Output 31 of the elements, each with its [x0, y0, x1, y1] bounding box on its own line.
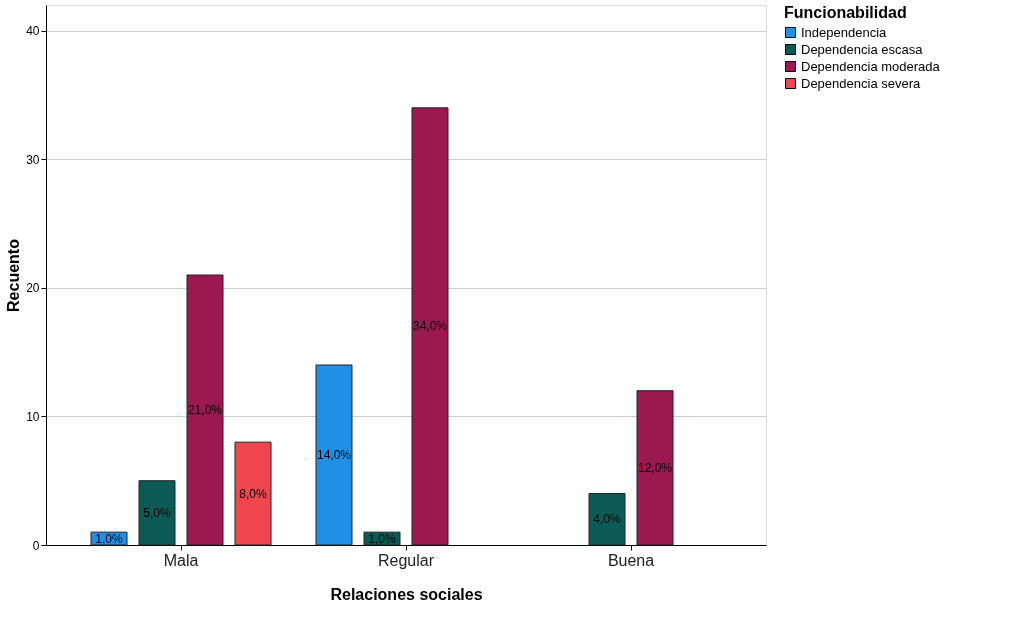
data-label: 1,0%	[95, 531, 123, 546]
bar	[234, 441, 272, 546]
y-tick-label: 40	[26, 24, 40, 39]
data-label: 4,0%	[593, 512, 621, 527]
bar	[636, 390, 674, 546]
bar	[315, 364, 353, 546]
y-tick-label: 10	[26, 409, 40, 424]
y-tick-label: 30	[26, 152, 40, 167]
legend-label: Dependencia moderada	[801, 58, 941, 74]
data-label: 14,0%	[316, 448, 352, 462]
data-label: 12,0%	[637, 460, 673, 475]
y-tick-label: 20	[26, 281, 40, 296]
bar	[588, 493, 626, 546]
data-label: 21,0%	[187, 403, 223, 417]
x-tick-label: Buena	[607, 551, 655, 569]
data-label: 34,0%	[412, 319, 448, 334]
x-tick-label: Regular	[377, 551, 435, 569]
bar	[138, 480, 176, 546]
data-label: 1,0%	[368, 531, 396, 546]
data-label: 8,0%	[239, 486, 267, 501]
data-label: 5,0%	[143, 505, 171, 520]
x-axis-title: Relaciones sociales	[330, 585, 483, 603]
legend-label: Dependencia escasa	[801, 41, 924, 57]
legend-label: Dependencia severa	[801, 75, 922, 91]
bar	[411, 107, 449, 546]
y-tick-label: 0	[32, 538, 40, 553]
legend-label: Independencia	[801, 24, 888, 40]
legend-title: Funcionabilidad	[784, 4, 907, 21]
bar	[186, 274, 224, 546]
y-axis-title: Recuento	[5, 238, 23, 312]
x-tick-label: Mala	[163, 551, 199, 569]
